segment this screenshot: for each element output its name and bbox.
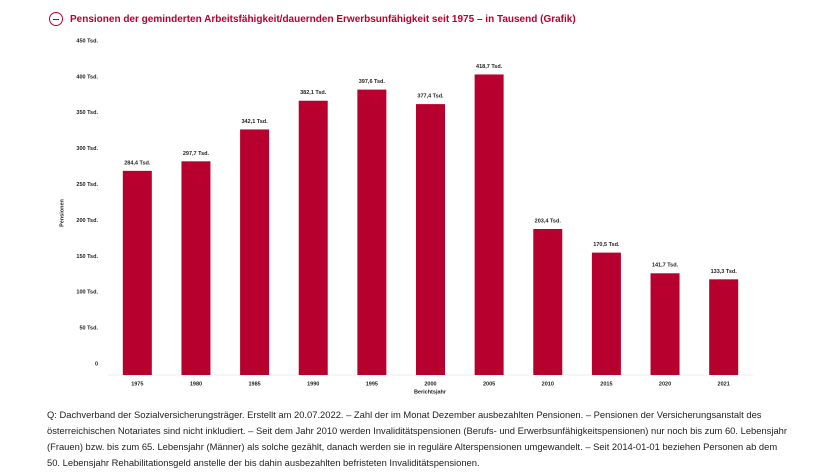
y-tick-label: 150 Tsd. — [76, 254, 98, 260]
x-tick-label: 1975 — [131, 381, 143, 387]
x-tick-label: 2020 — [659, 381, 671, 387]
y-axis-label: Pensionen — [59, 198, 65, 226]
x-tick-label: 2005 — [483, 381, 495, 387]
x-tick-label: 2000 — [424, 381, 436, 387]
x-tick-label: 1980 — [190, 381, 202, 387]
y-tick-label: 400 Tsd. — [76, 74, 98, 80]
bar — [474, 74, 504, 376]
y-tick-label: 50 Tsd. — [79, 326, 98, 332]
bar — [122, 170, 152, 375]
value-label: 297,7 Tsd. — [183, 151, 210, 157]
x-tick-label: 2010 — [542, 381, 554, 387]
bar — [181, 161, 211, 375]
x-axis-label: Berichtsjahr — [414, 389, 447, 395]
x-tick-label: 1985 — [248, 381, 260, 387]
y-tick-label: 350 Tsd. — [76, 110, 98, 116]
y-tick-label: 100 Tsd. — [76, 290, 98, 296]
y-tick-label: 0 — [95, 361, 98, 367]
y-tick-label: 450 Tsd. — [76, 38, 98, 44]
value-label: 342,1 Tsd. — [241, 119, 268, 125]
x-tick-label: 2021 — [718, 381, 730, 387]
x-tick-label: 2015 — [600, 381, 612, 387]
value-label: 170,5 Tsd. — [593, 242, 620, 248]
value-label: 141,7 Tsd. — [652, 263, 679, 269]
bar — [240, 129, 270, 375]
chart-title: Pensionen der geminderten Arbeitsfähigke… — [70, 14, 576, 25]
value-label: 382,1 Tsd. — [300, 90, 327, 96]
bar — [416, 104, 445, 376]
bar — [357, 89, 387, 375]
footnote: Q: Dachverband der Sozialversicherungstr… — [47, 409, 787, 468]
value-label: 133,3 Tsd. — [711, 269, 738, 275]
bar — [298, 100, 328, 375]
x-tick-label: 1990 — [307, 381, 319, 387]
bar — [709, 279, 739, 375]
collapse-icon[interactable] — [49, 12, 63, 26]
value-label: 203,4 Tsd. — [535, 218, 562, 224]
chart: Pensionen Berichtsjahr 0 50 Tsd. 100 Tsd. 1… — [59, 38, 753, 395]
bar — [650, 273, 680, 375]
bar — [533, 229, 563, 375]
y-tick-label: 300 Tsd. — [76, 146, 98, 152]
value-label: 377,4 Tsd. — [417, 94, 444, 100]
value-label: 397,6 Tsd. — [359, 79, 386, 85]
y-tick-label: 200 Tsd. — [76, 218, 98, 224]
x-tick-label: 1995 — [366, 381, 378, 387]
y-tick-label: 250 Tsd. — [76, 182, 98, 188]
bar — [591, 252, 621, 375]
value-label: 284,4 Tsd. — [124, 160, 151, 166]
value-label: 418,7 Tsd. — [476, 64, 503, 70]
